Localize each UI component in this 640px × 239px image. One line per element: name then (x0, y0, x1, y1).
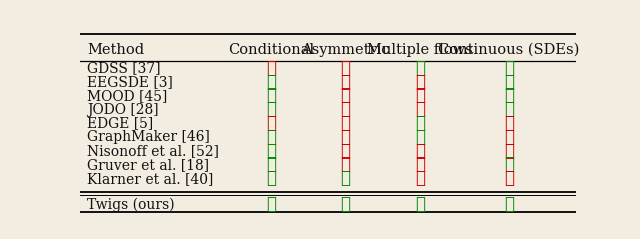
Text: ✓: ✓ (504, 156, 514, 173)
Text: ✗: ✗ (340, 74, 350, 91)
Text: ✗: ✗ (340, 142, 350, 160)
Text: ✗: ✗ (340, 101, 350, 118)
Text: ✓: ✓ (415, 115, 425, 132)
Text: Multiple flows: Multiple flows (367, 43, 472, 57)
Text: ✗: ✗ (504, 170, 514, 187)
Text: ✓: ✓ (504, 196, 514, 213)
Text: EEGSDE [3]: EEGSDE [3] (88, 75, 173, 89)
Text: ✗: ✗ (504, 142, 514, 160)
Text: ✓: ✓ (266, 196, 276, 213)
Text: ✓: ✓ (266, 156, 276, 173)
Text: ✓: ✓ (504, 101, 514, 118)
Text: ✓: ✓ (415, 129, 425, 146)
Text: ✗: ✗ (415, 156, 425, 173)
Text: Klarner et al. [40]: Klarner et al. [40] (88, 172, 214, 186)
Text: ✓: ✓ (266, 142, 276, 160)
Text: Continuous (SDEs): Continuous (SDEs) (438, 43, 580, 57)
Text: ✗: ✗ (504, 115, 514, 132)
Text: ✗: ✗ (266, 115, 276, 132)
Text: ✓: ✓ (504, 60, 514, 77)
Text: ✗: ✗ (504, 129, 514, 146)
Text: ✗: ✗ (340, 115, 350, 132)
Text: ✗: ✗ (415, 87, 425, 104)
Text: GraphMaker [46]: GraphMaker [46] (88, 130, 211, 144)
Text: Nisonoff et al. [52]: Nisonoff et al. [52] (88, 144, 220, 158)
Text: MOOD [45]: MOOD [45] (88, 89, 168, 103)
Text: ✓: ✓ (266, 170, 276, 187)
Text: ✗: ✗ (340, 60, 350, 77)
Text: ✓: ✓ (340, 196, 350, 213)
Text: Method: Method (88, 43, 145, 57)
Text: ✓: ✓ (504, 74, 514, 91)
Text: Asymmetric: Asymmetric (301, 43, 390, 57)
Text: ✓: ✓ (415, 196, 425, 213)
Text: ✓: ✓ (266, 129, 276, 146)
Text: ✓: ✓ (340, 170, 350, 187)
Text: ✗: ✗ (415, 142, 425, 160)
Text: ✓: ✓ (415, 60, 425, 77)
Text: Conditional: Conditional (228, 43, 314, 57)
Text: ✗: ✗ (266, 60, 276, 77)
Text: ✗: ✗ (415, 74, 425, 91)
Text: Gruver et al. [18]: Gruver et al. [18] (88, 158, 209, 172)
Text: ✓: ✓ (266, 74, 276, 91)
Text: JODO [28]: JODO [28] (88, 103, 159, 117)
Text: EDGE [5]: EDGE [5] (88, 116, 154, 130)
Text: Twigs (ours): Twigs (ours) (88, 197, 175, 212)
Text: ✗: ✗ (340, 129, 350, 146)
Text: ✗: ✗ (340, 156, 350, 173)
Text: ✓: ✓ (504, 87, 514, 104)
Text: GDSS [37]: GDSS [37] (88, 61, 161, 75)
Text: ✗: ✗ (415, 101, 425, 118)
Text: ✓: ✓ (266, 101, 276, 118)
Text: ✗: ✗ (415, 170, 425, 187)
Text: ✓: ✓ (266, 87, 276, 104)
Text: ✗: ✗ (340, 87, 350, 104)
